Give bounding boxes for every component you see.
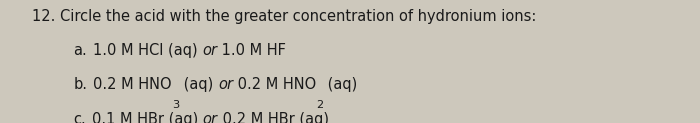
Text: (aq): (aq) xyxy=(179,77,218,92)
Text: (aq): (aq) xyxy=(323,77,358,92)
Text: 0.1 M HBr (aq): 0.1 M HBr (aq) xyxy=(92,112,203,123)
Text: or: or xyxy=(218,77,233,92)
Text: or: or xyxy=(203,112,218,123)
Text: c.: c. xyxy=(74,112,86,123)
Text: 12. Circle the acid with the greater concentration of hydronium ions:: 12. Circle the acid with the greater con… xyxy=(32,9,536,24)
Text: 0.2 M HNO: 0.2 M HNO xyxy=(93,77,172,92)
Text: or: or xyxy=(202,43,217,58)
Text: 1.0 M HF: 1.0 M HF xyxy=(217,43,286,58)
Text: 2: 2 xyxy=(316,100,323,110)
Text: 0.2 M HNO: 0.2 M HNO xyxy=(233,77,316,92)
Text: b.: b. xyxy=(74,77,88,92)
Text: 3: 3 xyxy=(172,100,179,110)
Text: a.: a. xyxy=(74,43,88,58)
Text: 1.0 M HCl (aq): 1.0 M HCl (aq) xyxy=(93,43,202,58)
Text: 0.2 M HBr (aq): 0.2 M HBr (aq) xyxy=(218,112,329,123)
